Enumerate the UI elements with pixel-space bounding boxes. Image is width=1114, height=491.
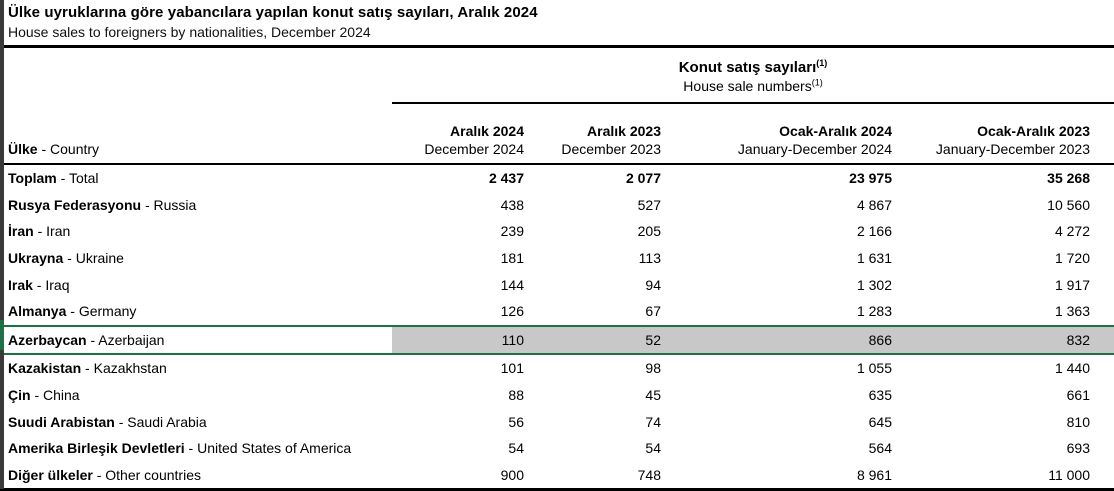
value-cell: 45: [645, 387, 661, 404]
column-header-jan-dec-2024: Ocak-Aralık 2024 January-December 2024: [685, 103, 916, 165]
value-cell: 88: [508, 387, 524, 404]
country-cell: Almanya - Germany: [8, 303, 137, 320]
value-cell: 98: [645, 360, 661, 377]
value-cell: 10 560: [1047, 196, 1090, 213]
column-header-dec-2024: Aralık 2024 December 2024: [392, 103, 548, 165]
group-header-cell: Konut satış sayıları(1) House sale numbe…: [392, 48, 1114, 104]
country-cell: Suudi Arabistan - Saudi Arabia: [8, 413, 207, 430]
table-row: Rusya Federasyonu - Russia 438 527 4 867 10 …: [4, 192, 1114, 219]
group-title-en: House sale numbers(1): [683, 76, 823, 94]
value-cell: 1 917: [1054, 276, 1090, 293]
value-cell: 527: [637, 196, 661, 213]
value-cell: 866: [685, 324, 916, 356]
table-row: Toplam - Total 2 437 2 077 23 975 35 268: [4, 164, 1114, 192]
column-header-row: Ülke - Country Aralık 2024 December 2024…: [4, 103, 1114, 165]
value-cell: 56: [508, 413, 524, 430]
value-cell: 113: [638, 250, 661, 267]
value-cell: 11 000: [1048, 466, 1090, 483]
value-cell: 1 283: [856, 303, 892, 320]
value-cell: 4 867: [856, 196, 892, 213]
value-cell: 661: [1066, 387, 1090, 404]
value-cell: 54: [645, 440, 661, 457]
country-column-header: Ülke - Country: [4, 103, 392, 165]
value-cell: 35 268: [1047, 170, 1090, 187]
group-header-spacer: [4, 48, 392, 103]
group-header-row: Konut satış sayıları(1) House sale numbe…: [4, 48, 1114, 104]
value-cell: 693: [1066, 440, 1090, 457]
value-cell: 23 975: [849, 170, 892, 187]
value-cell: 4 272: [1054, 223, 1090, 240]
country-cell: Ukrayna - Ukraine: [8, 250, 124, 267]
value-cell: 564: [868, 440, 892, 457]
value-cell: 181: [500, 250, 524, 267]
value-cell: 54: [508, 440, 524, 457]
footnote-superscript: (1): [816, 57, 828, 68]
column-header-jan-dec-2023: Ocak-Aralık 2023 January-December 2023: [916, 103, 1114, 165]
title-divider: [0, 45, 1114, 48]
table-row: Almanya - Germany 126 67 1 283 1 363: [4, 298, 1114, 326]
table-row: Suudi Arabistan - Saudi Arabia 56 74 645 810: [4, 408, 1114, 435]
table-row: Çin - China 88 45 635 661: [4, 382, 1114, 409]
country-cell: Diğer ülkeler - Other countries: [8, 466, 201, 483]
left-edge-bar: [0, 0, 4, 489]
value-cell: 438: [500, 196, 524, 213]
table-row: İran - Iran 239 205 2 166 4 272: [4, 218, 1114, 245]
value-cell: 645: [868, 413, 892, 430]
page-subtitle: House sales to foreigners by nationaliti…: [8, 24, 371, 40]
footnote-superscript: (1): [811, 76, 823, 87]
page-title: Ülke uyruklarına göre yabancılara yapıla…: [8, 4, 538, 21]
table-row: Amerika Birleşik Devletleri - United Sta…: [4, 435, 1114, 462]
value-cell: 239: [500, 223, 524, 240]
value-cell: 1 302: [856, 276, 892, 293]
value-cell: 748: [637, 466, 661, 483]
value-cell: 74: [645, 413, 661, 430]
value-cell: 2 437: [488, 170, 524, 187]
value-cell: 635: [868, 387, 892, 404]
value-cell: 832: [916, 324, 1114, 356]
value-cell: 126: [500, 303, 524, 320]
country-cell: Amerika Birleşik Devletleri - United Sta…: [8, 440, 352, 457]
table-row: Ukrayna - Ukraine 181 113 1 631 1 720: [4, 245, 1114, 272]
value-cell: 144: [500, 276, 524, 293]
value-cell: 1 631: [856, 250, 892, 267]
value-cell: 205: [637, 223, 661, 240]
table-row: Irak - Iraq 144 94 1 302 1 917: [4, 271, 1114, 298]
value-cell: 110: [392, 324, 548, 356]
table-body: Toplam - Total 2 437 2 077 23 975 35 268 Rusy…: [4, 164, 1114, 488]
value-cell: 101: [500, 360, 524, 377]
value-cell: 900: [500, 466, 524, 483]
table-row: Kazakistan - Kazakhstan 101 98 1 055 1 440: [4, 354, 1114, 382]
country-cell: Rusya Federasyonu - Russia: [8, 196, 197, 213]
value-cell: 810: [1066, 413, 1090, 430]
sales-table: Konut satış sayıları(1) House sale numbe…: [4, 48, 1114, 488]
highlight-left-marker: [0, 320, 4, 350]
column-header-dec-2023: Aralık 2023 December 2023: [548, 103, 685, 165]
value-cell: 8 961: [856, 466, 892, 483]
value-cell: 1 720: [1054, 250, 1090, 267]
country-cell: Kazakistan - Kazakhstan: [8, 360, 167, 377]
value-cell: 2 077: [625, 170, 661, 187]
country-cell: Toplam - Total: [8, 170, 99, 187]
value-cell: 2 166: [856, 223, 892, 240]
group-title-tr: Konut satış sayıları(1): [678, 57, 828, 76]
country-cell: Azerbaycan - Azerbaijan: [4, 324, 392, 356]
value-cell: 1 363: [1054, 303, 1090, 320]
table-row: Diğer ülkeler - Other countries 900 748 8 9…: [4, 462, 1114, 489]
value-cell: 1 440: [1054, 360, 1090, 377]
value-cell: 94: [645, 276, 661, 293]
country-cell: İran - Iran: [8, 223, 71, 240]
country-cell: Irak - Iraq: [8, 276, 70, 293]
country-cell: Çin - China: [8, 387, 80, 404]
table-row-highlighted: Azerbaycan - Azerbaijan 110 52 866 832: [4, 324, 1114, 356]
value-cell: 52: [548, 324, 685, 356]
value-cell: 1 055: [856, 360, 892, 377]
value-cell: 67: [645, 303, 661, 320]
